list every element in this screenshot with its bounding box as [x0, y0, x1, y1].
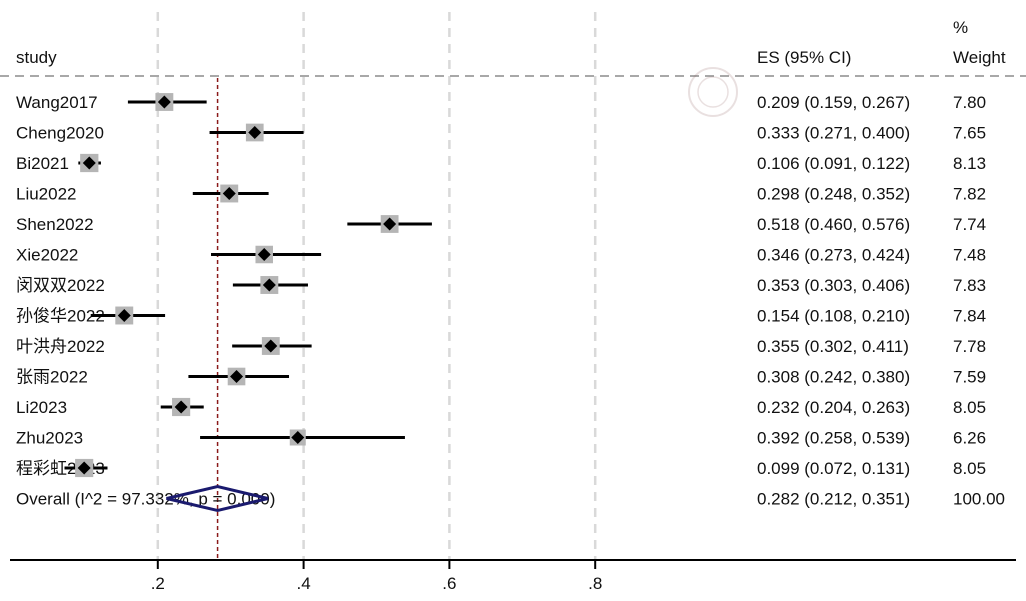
- point-estimate: [262, 278, 276, 292]
- es-ci-value: 0.154 (0.108, 0.210): [757, 307, 910, 326]
- point-estimate: [248, 126, 262, 139]
- study-row: Shen2022 0.518 (0.460, 0.576) 7.74: [16, 215, 986, 234]
- study-row: 闵双双2022 0.353 (0.303, 0.406) 7.83: [16, 276, 986, 295]
- weight-value: 7.48: [953, 246, 986, 265]
- es-ci-value: 0.392 (0.258, 0.539): [757, 429, 910, 448]
- study-label: Bi2021: [16, 154, 69, 173]
- study-row: Bi2021 0.106 (0.091, 0.122) 8.13: [16, 153, 986, 173]
- overall-row: Overall (I^2 = 97.332%, p = 0.000) 0.282 …: [16, 484, 1005, 513]
- point-estimate: [291, 431, 305, 444]
- study-label: Xie2022: [16, 246, 78, 265]
- point-estimate: [82, 156, 96, 170]
- study-label: Cheng2020: [16, 124, 104, 143]
- study-label: 闵双双2022: [16, 276, 105, 295]
- overall-diamond: [166, 484, 269, 513]
- x-axis-ticks: .2 .4 .6 .8: [151, 560, 602, 593]
- study-row: Xie2022 0.346 (0.273, 0.424) 7.48: [16, 246, 986, 265]
- weight-value: 7.82: [953, 185, 986, 204]
- header-weight: Weight: [953, 48, 1006, 67]
- overall-weight-value: 100.00: [953, 490, 1005, 509]
- es-ci-value: 0.308 (0.242, 0.380): [757, 368, 910, 387]
- study-label: Liu2022: [16, 185, 77, 204]
- study-row: 张雨2022 0.308 (0.242, 0.380) 7.59: [16, 368, 986, 387]
- study-row: 孙俊华2022 0.154 (0.108, 0.210) 7.84: [16, 307, 986, 326]
- header-es: ES (95% CI): [757, 48, 851, 67]
- study-row: Wang2017 0.209 (0.159, 0.267) 7.80: [16, 93, 986, 112]
- weight-value: 7.65: [953, 124, 986, 143]
- study-label: 张雨2022: [16, 368, 88, 387]
- study-row: 叶洪舟2022 0.355 (0.302, 0.411) 7.78: [16, 337, 986, 356]
- point-estimate: [174, 400, 188, 414]
- overall-label: Overall (I^2 = 97.332%, p = 0.000): [16, 490, 275, 509]
- weight-value: 8.13: [953, 154, 986, 173]
- point-estimate: [383, 217, 397, 231]
- weight-value: 7.84: [953, 307, 986, 326]
- weight-value: 6.26: [953, 429, 986, 448]
- x-tick-label: .8: [588, 574, 602, 593]
- weight-value: 7.83: [953, 276, 986, 295]
- study-label: 叶洪舟2022: [16, 337, 105, 356]
- es-ci-value: 0.333 (0.271, 0.400): [757, 124, 910, 143]
- study-row: Liu2022 0.298 (0.248, 0.352) 7.82: [16, 185, 986, 204]
- point-estimate: [157, 95, 171, 109]
- column-headers: study ES (95% CI) % Weight: [16, 18, 1006, 67]
- study-label: 孙俊华2022: [16, 307, 105, 326]
- es-ci-value: 0.232 (0.204, 0.263): [757, 398, 910, 417]
- weight-value: 8.05: [953, 459, 986, 478]
- es-ci-value: 0.355 (0.302, 0.411): [757, 337, 909, 356]
- study-row: Zhu2023 0.392 (0.258, 0.539) 6.26: [16, 429, 986, 448]
- study-row: Li2023 0.232 (0.204, 0.263) 8.05: [16, 397, 986, 417]
- point-estimate: [77, 461, 91, 475]
- study-label: Shen2022: [16, 215, 94, 234]
- point-estimate: [117, 309, 131, 322]
- watermark-seal: [688, 67, 738, 117]
- point-estimate: [257, 248, 271, 261]
- study-rows: Wang2017 0.209 (0.159, 0.267) 7.80 Cheng202…: [16, 93, 1005, 513]
- es-ci-value: 0.346 (0.273, 0.424): [757, 246, 910, 265]
- x-tick-label: .4: [297, 574, 311, 593]
- es-ci-value: 0.298 (0.248, 0.352): [757, 185, 910, 204]
- point-estimate: [264, 339, 278, 353]
- weight-value: 7.59: [953, 368, 986, 387]
- header-weight-percent: %: [953, 18, 968, 37]
- header-study: study: [16, 48, 57, 67]
- es-ci-value: 0.353 (0.303, 0.406): [757, 276, 910, 295]
- study-row: Cheng2020 0.333 (0.271, 0.400) 7.65: [16, 124, 986, 143]
- es-ci-value: 0.106 (0.091, 0.122): [757, 154, 910, 173]
- es-ci-value: 0.518 (0.460, 0.576): [757, 215, 910, 234]
- overall-es-ci-value: 0.282 (0.212, 0.351): [757, 490, 910, 509]
- weight-value: 7.78: [953, 337, 986, 356]
- weight-value: 7.80: [953, 93, 986, 112]
- x-tick-label: .2: [151, 574, 165, 593]
- point-estimate: [222, 187, 236, 200]
- grid-lines: [156, 12, 597, 560]
- es-ci-value: 0.209 (0.159, 0.267): [757, 93, 910, 112]
- study-row: 程彩虹2023 0.099 (0.072, 0.131) 8.05: [16, 458, 986, 478]
- weight-value: 7.74: [953, 215, 986, 234]
- x-tick-label: .6: [442, 574, 456, 593]
- study-label: Li2023: [16, 398, 67, 417]
- study-label: Wang2017: [16, 93, 98, 112]
- study-label: Zhu2023: [16, 429, 83, 448]
- weight-value: 8.05: [953, 398, 986, 417]
- es-ci-value: 0.099 (0.072, 0.131): [757, 459, 910, 478]
- point-estimate: [230, 370, 244, 383]
